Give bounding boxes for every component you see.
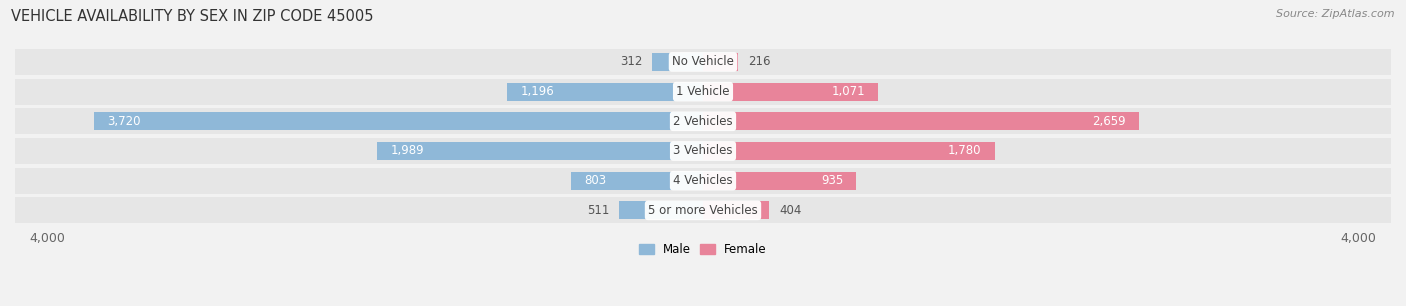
Text: 1,071: 1,071 [832,85,865,98]
Bar [377,142,703,160]
Text: 1,196: 1,196 [520,85,554,98]
Text: 312: 312 [620,55,643,69]
Bar [508,83,703,101]
Bar [94,112,703,130]
Text: 1 Vehicle: 1 Vehicle [676,85,730,98]
Bar [703,201,769,219]
Text: 216: 216 [748,55,770,69]
Text: 4 Vehicles: 4 Vehicles [673,174,733,187]
Bar [15,168,1391,194]
Text: 935: 935 [821,174,844,187]
Bar [703,112,1139,130]
Bar [15,108,1391,134]
Text: 2,659: 2,659 [1092,115,1125,128]
Legend: Male, Female: Male, Female [634,238,772,261]
Text: 511: 511 [588,204,609,217]
Text: 404: 404 [779,204,801,217]
Bar [703,172,856,190]
Text: 3 Vehicles: 3 Vehicles [673,144,733,158]
Bar [619,201,703,219]
Bar [703,53,738,71]
Bar [15,49,1391,75]
Text: 2 Vehicles: 2 Vehicles [673,115,733,128]
Bar [571,172,703,190]
Text: No Vehicle: No Vehicle [672,55,734,69]
Text: 803: 803 [585,174,607,187]
Bar [15,138,1391,164]
Text: 3,720: 3,720 [107,115,141,128]
Bar [652,53,703,71]
Bar [703,142,994,160]
Bar [15,197,1391,223]
Text: Source: ZipAtlas.com: Source: ZipAtlas.com [1277,9,1395,19]
Text: 1,780: 1,780 [948,144,981,158]
Text: 5 or more Vehicles: 5 or more Vehicles [648,204,758,217]
Text: VEHICLE AVAILABILITY BY SEX IN ZIP CODE 45005: VEHICLE AVAILABILITY BY SEX IN ZIP CODE … [11,9,374,24]
Text: 1,989: 1,989 [391,144,425,158]
Bar [15,79,1391,105]
Bar [703,83,879,101]
